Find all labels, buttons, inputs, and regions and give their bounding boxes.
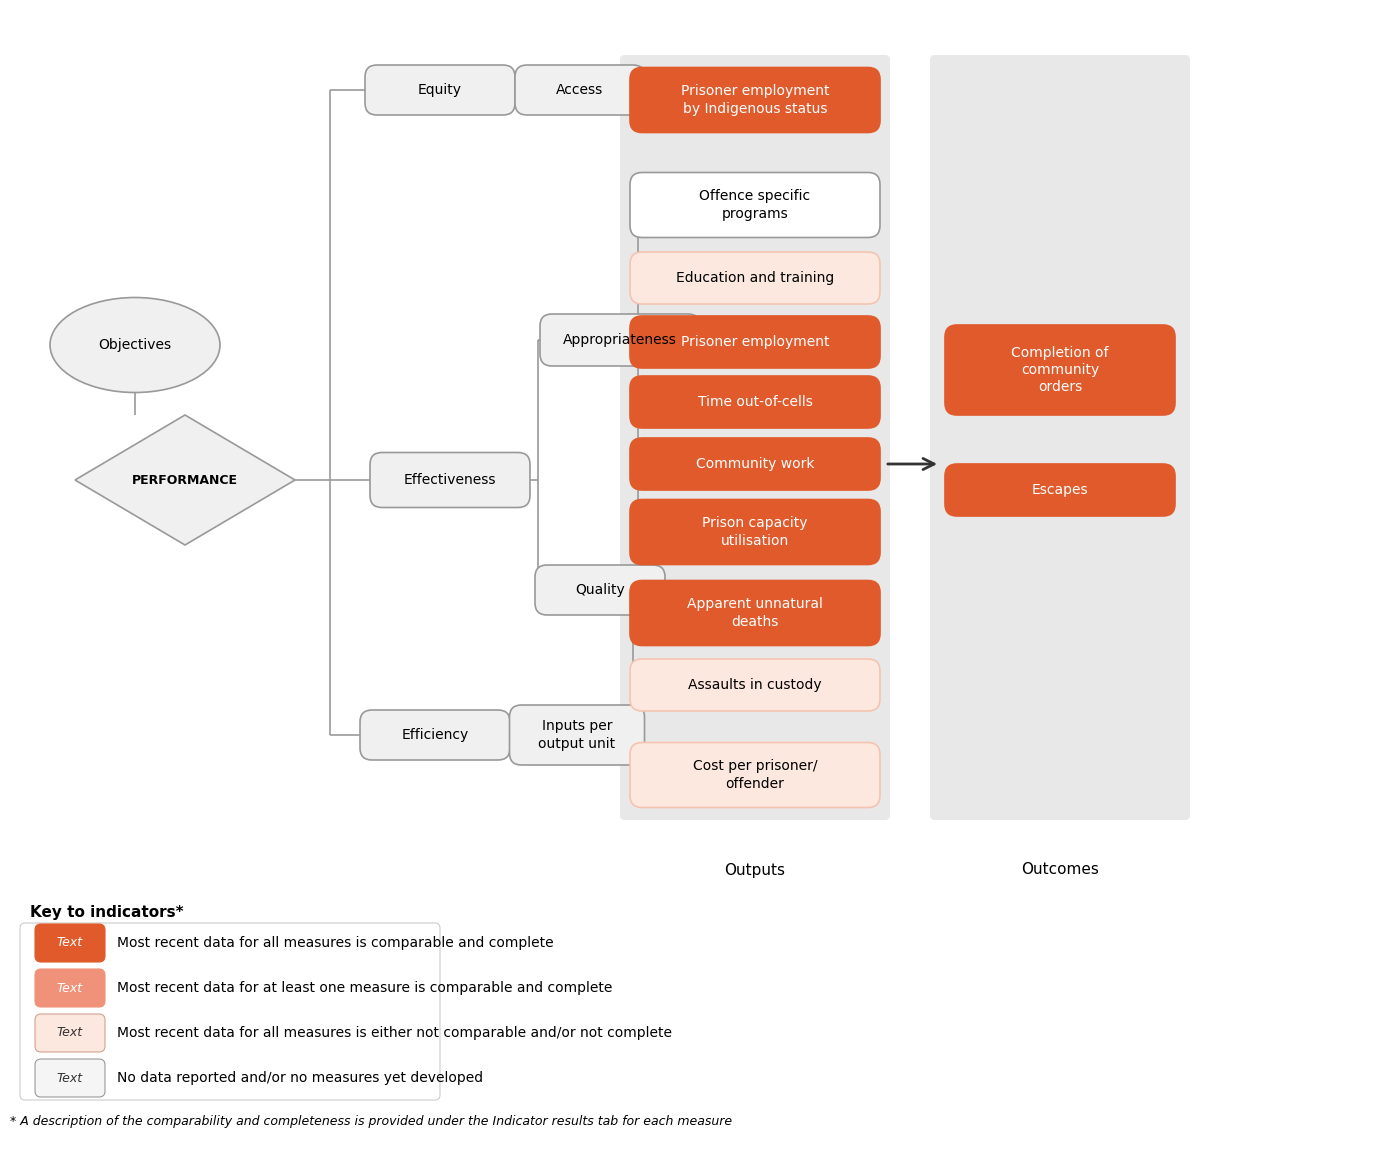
FancyBboxPatch shape	[631, 67, 881, 133]
Ellipse shape	[50, 298, 219, 392]
Text: * A description of the comparability and completeness is provided under the Indi: * A description of the comparability and…	[10, 1115, 732, 1128]
Text: Key to indicators*: Key to indicators*	[31, 905, 183, 920]
FancyBboxPatch shape	[19, 923, 440, 1100]
Text: Assaults in custody: Assaults in custody	[688, 678, 822, 692]
FancyBboxPatch shape	[35, 923, 106, 962]
Text: Effectiveness: Effectiveness	[404, 473, 496, 487]
Text: Most recent data for all measures is either not comparable and/or not complete: Most recent data for all measures is eit…	[117, 1026, 672, 1040]
FancyBboxPatch shape	[631, 376, 881, 428]
Text: Quality: Quality	[575, 583, 625, 597]
FancyBboxPatch shape	[945, 324, 1175, 415]
Text: Text: Text	[57, 1071, 83, 1085]
Text: Efficiency: Efficiency	[401, 728, 468, 742]
Text: Objectives: Objectives	[99, 338, 172, 352]
Text: Prison capacity
utilisation: Prison capacity utilisation	[703, 516, 808, 548]
FancyBboxPatch shape	[619, 55, 890, 820]
Text: Prisoner employment: Prisoner employment	[681, 335, 829, 349]
FancyBboxPatch shape	[931, 55, 1190, 820]
Text: PERFORMANCE: PERFORMANCE	[132, 473, 238, 486]
FancyBboxPatch shape	[631, 316, 881, 368]
FancyBboxPatch shape	[35, 969, 106, 1007]
FancyBboxPatch shape	[631, 499, 881, 564]
Text: Time out-of-cells: Time out-of-cells	[697, 395, 813, 409]
Text: Offence specific
programs: Offence specific programs	[700, 190, 811, 221]
FancyBboxPatch shape	[631, 252, 881, 304]
Polygon shape	[75, 415, 294, 545]
FancyBboxPatch shape	[631, 438, 881, 490]
Text: Cost per prisoner/
offender: Cost per prisoner/ offender	[693, 759, 817, 791]
Text: Outputs: Outputs	[725, 863, 786, 878]
FancyBboxPatch shape	[35, 1059, 106, 1097]
Text: Apparent unnatural
deaths: Apparent unnatural deaths	[688, 598, 822, 629]
FancyBboxPatch shape	[535, 565, 665, 615]
Text: Most recent data for all measures is comparable and complete: Most recent data for all measures is com…	[117, 936, 554, 950]
FancyBboxPatch shape	[631, 580, 881, 645]
Text: Text: Text	[57, 1027, 83, 1040]
Text: Equity: Equity	[418, 83, 463, 97]
Text: Community work: Community work	[696, 457, 814, 471]
Text: Most recent data for at least one measure is comparable and complete: Most recent data for at least one measur…	[117, 982, 613, 996]
Text: Appropriateness: Appropriateness	[563, 333, 676, 347]
FancyBboxPatch shape	[35, 1014, 106, 1053]
FancyBboxPatch shape	[631, 742, 881, 807]
Text: Outcomes: Outcomes	[1021, 863, 1099, 878]
Text: Text: Text	[57, 982, 83, 994]
FancyBboxPatch shape	[510, 705, 644, 765]
Text: Completion of
community
orders: Completion of community orders	[1011, 345, 1108, 394]
FancyBboxPatch shape	[540, 314, 700, 366]
FancyBboxPatch shape	[631, 172, 881, 237]
Text: Access: Access	[557, 83, 604, 97]
FancyBboxPatch shape	[360, 709, 510, 759]
Text: Text: Text	[57, 936, 83, 949]
Text: Education and training: Education and training	[676, 271, 835, 285]
Text: No data reported and/or no measures yet developed: No data reported and/or no measures yet …	[117, 1071, 483, 1085]
FancyBboxPatch shape	[365, 65, 515, 115]
Text: Inputs per
output unit: Inputs per output unit	[539, 720, 615, 750]
FancyBboxPatch shape	[631, 659, 881, 711]
FancyBboxPatch shape	[515, 65, 644, 115]
Text: Prisoner employment
by Indigenous status: Prisoner employment by Indigenous status	[681, 85, 829, 115]
Text: Escapes: Escapes	[1032, 483, 1089, 497]
FancyBboxPatch shape	[945, 464, 1175, 516]
FancyBboxPatch shape	[369, 452, 531, 507]
